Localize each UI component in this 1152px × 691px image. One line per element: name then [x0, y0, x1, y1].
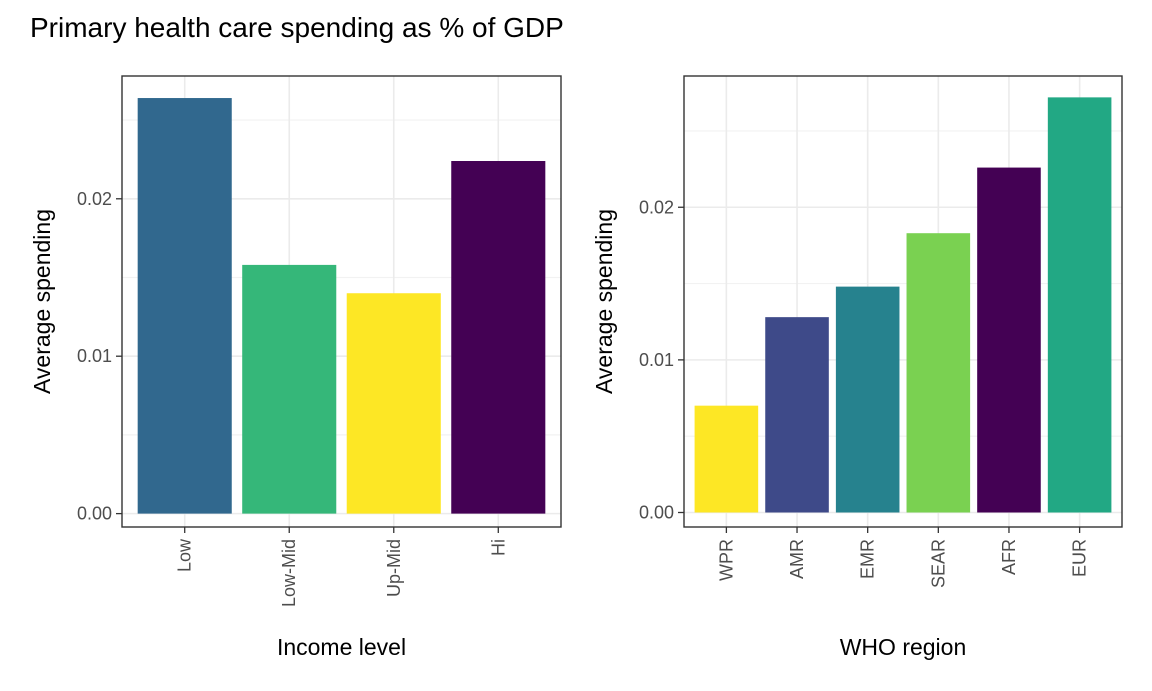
x-tick-label: AMR — [787, 539, 807, 579]
y-tick-label: 0.00 — [77, 504, 112, 524]
panel-border — [121, 75, 562, 528]
bar-low — [137, 98, 232, 514]
panel-2: 0.00 0.01 0.02 WPR AMR EMR SEAR AFR EUR WHO regio… — [591, 75, 1123, 660]
bar-eur — [1047, 97, 1112, 513]
x-tick-label: Up-Mid — [384, 539, 404, 597]
bar-up-mid — [346, 293, 441, 514]
panel-border — [683, 75, 1123, 528]
x-axis-title: Income level — [277, 634, 406, 660]
x-tick-label: WPR — [716, 539, 736, 581]
bar-low-mid — [242, 264, 337, 514]
panel-1: 0.00 0.01 0.02 Low Low-Mid Up-Mid Hi Income lev… — [29, 75, 562, 660]
bar-emr — [835, 286, 900, 513]
x-tick-label: AFR — [999, 539, 1019, 575]
y-axis-title: Average spending — [29, 209, 55, 394]
y-axis-title: Average spending — [591, 209, 617, 394]
bar-amr — [765, 317, 829, 513]
y-tick-label: 0.01 — [639, 350, 674, 370]
bar-hi — [451, 161, 546, 514]
bar-wpr — [694, 405, 759, 513]
x-tick-label: EMR — [858, 539, 878, 579]
y-tick-label: 0.00 — [639, 503, 674, 523]
chart-title: Primary health care spending as % of GDP — [30, 12, 564, 43]
y-tick-label: 0.02 — [77, 189, 112, 209]
y-tick-label: 0.01 — [77, 346, 112, 366]
y-tick-label: 0.02 — [639, 197, 674, 217]
bar-afr — [977, 167, 1041, 513]
x-tick-label: Hi — [488, 539, 508, 556]
x-axis-title: WHO region — [840, 634, 967, 660]
x-tick-label: SEAR — [928, 539, 948, 588]
x-tick-label: Low — [175, 538, 195, 572]
bar-sear — [906, 233, 971, 513]
x-tick-label: Low-Mid — [279, 539, 299, 607]
x-tick-label: EUR — [1070, 539, 1090, 577]
